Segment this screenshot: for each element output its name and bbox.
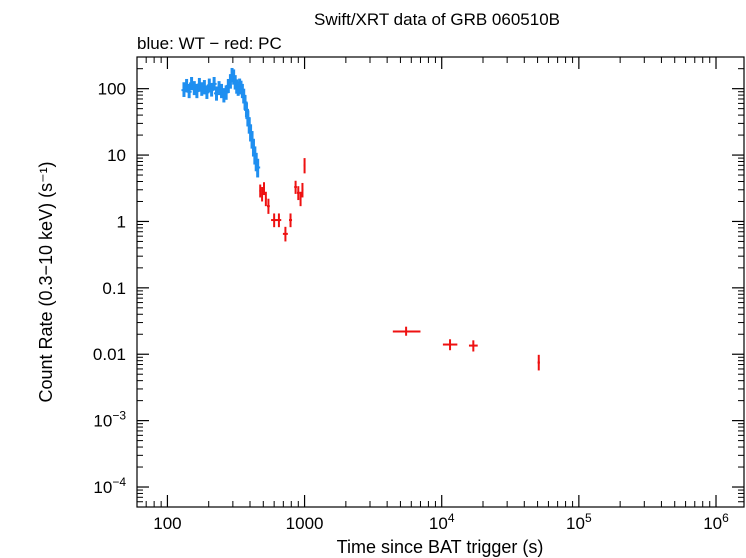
data-point (296, 186, 300, 201)
y-tick-label: 1 (117, 212, 126, 231)
data-point (537, 354, 540, 371)
data-point (261, 187, 264, 202)
major-ticks (137, 57, 744, 507)
data-point (259, 184, 262, 198)
data-point (276, 213, 282, 228)
series-wt (181, 67, 261, 178)
data-point (442, 339, 458, 351)
y-tick-label: 0.01 (93, 345, 126, 364)
data-point (282, 226, 288, 242)
data-point (289, 213, 293, 228)
data-point (392, 326, 421, 336)
y-tick-label: 0.1 (102, 279, 126, 298)
series-pc (259, 158, 540, 371)
data-point (262, 182, 265, 196)
data-point (186, 83, 192, 99)
x-tick-label: 100 (153, 514, 181, 533)
chart-title: Swift/XRT data of GRB 060510B (314, 10, 560, 29)
data-point (301, 182, 304, 198)
data-point (468, 340, 478, 352)
chart-subtitle: blue: WT − red: PC (137, 34, 282, 53)
data-point (255, 158, 261, 178)
x-axis-label: Time since BAT trigger (s) (337, 537, 544, 557)
x-tick-label: 1000 (286, 514, 324, 533)
data-point (294, 180, 297, 194)
data-series (181, 67, 540, 371)
y-axis-label: Count Rate (0.3−10 keV) (s⁻¹) (36, 161, 56, 402)
data-point (266, 198, 270, 214)
y-tick-label: 10 (107, 146, 126, 165)
y-tick-label: 100 (98, 80, 126, 99)
data-point (264, 191, 267, 207)
data-point (211, 76, 217, 91)
data-point (303, 158, 306, 174)
minor-ticks (136, 56, 744, 508)
plot-border (136, 56, 745, 508)
data-point (299, 191, 302, 207)
data-point (271, 213, 278, 228)
plot-area (136, 56, 745, 508)
